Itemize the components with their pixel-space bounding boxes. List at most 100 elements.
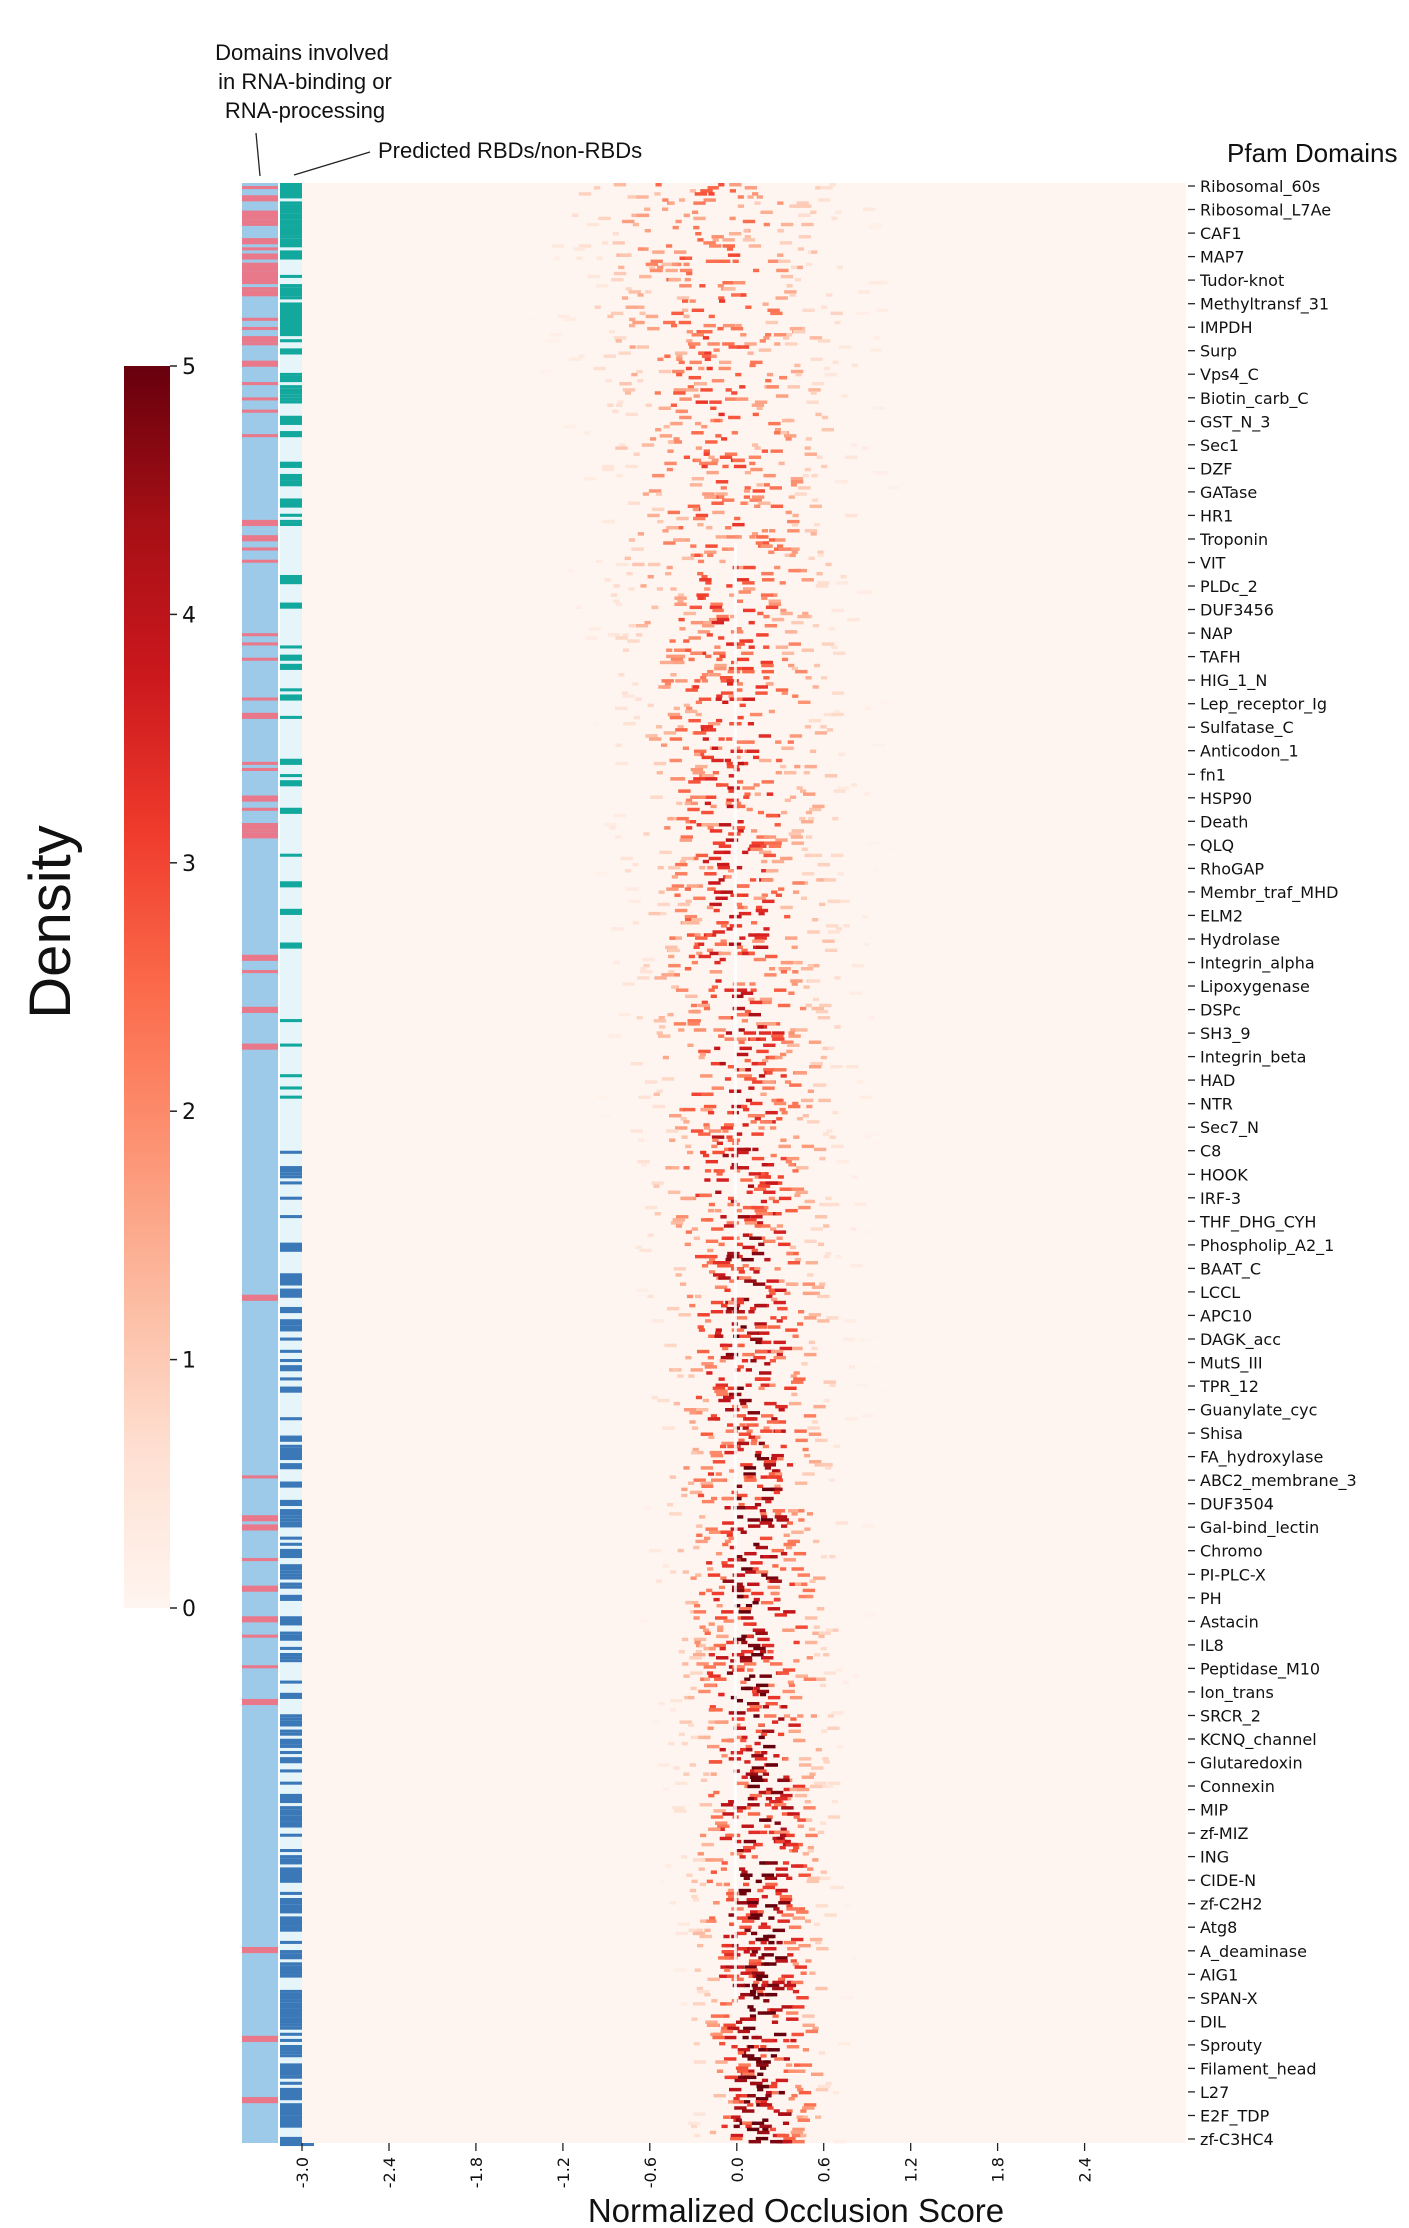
heatmap-cell — [744, 1058, 751, 1063]
rbd-bar-mark — [280, 241, 314, 248]
rbd-bar-mark — [280, 1781, 314, 1785]
heatmap-cell — [760, 1475, 767, 1479]
rna-bar-mark — [242, 247, 278, 251]
heatmap-cell — [744, 1806, 751, 1810]
rbd-bar-mark — [280, 1166, 314, 1173]
heatmap-cell — [772, 1509, 786, 1513]
heatmap-cell — [812, 918, 819, 922]
heatmap-cell — [691, 960, 698, 965]
heatmap-cell — [784, 798, 791, 803]
heatmap-cell — [594, 186, 601, 190]
heatmap-cell — [689, 299, 696, 303]
heatmap-cell — [758, 1074, 766, 1078]
x-axis-title: Normalized Occlusion Score — [588, 2192, 1004, 2228]
heatmap-cell — [788, 1723, 801, 1727]
heatmap-cell — [551, 244, 565, 248]
heatmap-cell — [715, 1616, 728, 1620]
heatmap-cell — [744, 1551, 757, 1556]
heatmap-cell — [744, 1760, 751, 1764]
heatmap-cell — [699, 1643, 706, 1648]
heatmap-cell — [727, 547, 735, 551]
heatmap-cell — [642, 247, 649, 251]
heatmap-cell — [636, 195, 649, 199]
heatmap-cell — [672, 1368, 679, 1372]
heatmap-cell — [767, 1163, 774, 1167]
heatmap-cell — [724, 1953, 737, 1957]
heatmap-cell — [760, 2054, 767, 2058]
heatmap-cell — [639, 1619, 646, 1623]
heatmap-cell — [814, 731, 828, 735]
heatmap-cell — [647, 703, 654, 708]
heatmap-cell — [754, 1769, 767, 1773]
heatmap-cell — [793, 1640, 800, 1645]
heatmap-cell — [712, 2035, 725, 2040]
heatmap-cell — [675, 219, 682, 224]
heatmap-cell — [751, 829, 758, 833]
heatmap-cell — [721, 1754, 728, 1758]
heatmap-cell — [763, 2011, 776, 2015]
heatmap-cell — [861, 914, 868, 919]
heatmap-cell — [808, 1827, 816, 1832]
heatmap-cell — [673, 1267, 686, 1271]
heatmap-cell — [662, 207, 669, 211]
heatmap-cell — [794, 1582, 802, 1587]
rna-bar-mark — [242, 397, 278, 401]
heatmap-cell — [743, 1472, 756, 1476]
heatmap-cell — [827, 1784, 834, 1789]
heatmap-cell — [780, 1156, 787, 1161]
heatmap-cell — [780, 1793, 793, 1798]
heatmap-cell — [676, 801, 683, 806]
heatmap-cell — [767, 1695, 781, 1700]
heatmap-cell — [684, 801, 691, 806]
heatmap-cell — [715, 697, 722, 701]
heatmap-cell — [676, 372, 683, 377]
heatmap-cell — [831, 1144, 844, 1149]
heatmap-cell — [732, 1653, 745, 1657]
heatmap-cell — [703, 1772, 710, 1776]
heatmap-cell — [727, 2026, 740, 2031]
heatmap-cell — [718, 1169, 725, 1173]
heatmap-cell — [736, 599, 744, 603]
heatmap-cell — [703, 1677, 710, 1681]
heatmap-cell — [817, 1294, 830, 1299]
heatmap-cell — [705, 933, 713, 937]
heatmap-cell — [1081, 2002, 1095, 2006]
heatmap-cell — [789, 1083, 802, 1087]
heatmap-cell — [745, 1417, 758, 1421]
heatmap-cell — [739, 565, 746, 570]
rbd-bar-mark — [280, 2109, 314, 2116]
heatmap-cell — [704, 1928, 711, 1933]
heatmap-cell — [742, 740, 755, 744]
pfam-domain-label: NAP — [1200, 624, 1233, 643]
heatmap-cell — [613, 183, 627, 187]
heatmap-cell — [776, 1671, 789, 1675]
heatmap-cell — [775, 1956, 788, 1960]
heatmap-cell — [781, 375, 788, 380]
heatmap-cell — [743, 2094, 756, 2098]
heatmap-cell — [753, 1542, 760, 1547]
heatmap-cell — [957, 673, 964, 677]
heatmap-cell — [791, 1380, 804, 1384]
heatmap-cell — [743, 608, 756, 613]
heatmap-cell — [722, 323, 736, 328]
heatmap-cell — [815, 1940, 822, 1945]
heatmap-cell — [718, 636, 725, 640]
heatmap-cell — [607, 403, 614, 407]
heatmap-cell — [751, 1766, 765, 1770]
heatmap-cell — [751, 1983, 758, 1988]
heatmap-cell — [819, 902, 826, 907]
heatmap-cell — [706, 905, 714, 910]
heatmap-cell — [684, 1242, 691, 1247]
heatmap-cell — [826, 1202, 840, 1207]
heatmap-cell — [766, 1279, 779, 1283]
heatmap-cell — [637, 532, 644, 536]
heatmap-cell — [669, 936, 682, 940]
heatmap-cell — [727, 1202, 740, 1207]
heatmap-cell — [719, 676, 733, 680]
heatmap-cell — [775, 1796, 788, 1801]
heatmap-cell — [802, 308, 815, 313]
heatmap-cell — [707, 1248, 714, 1253]
heatmap-cell — [730, 2133, 744, 2138]
heatmap-cell — [701, 1842, 714, 1847]
rbd-bar-mark — [280, 250, 314, 257]
